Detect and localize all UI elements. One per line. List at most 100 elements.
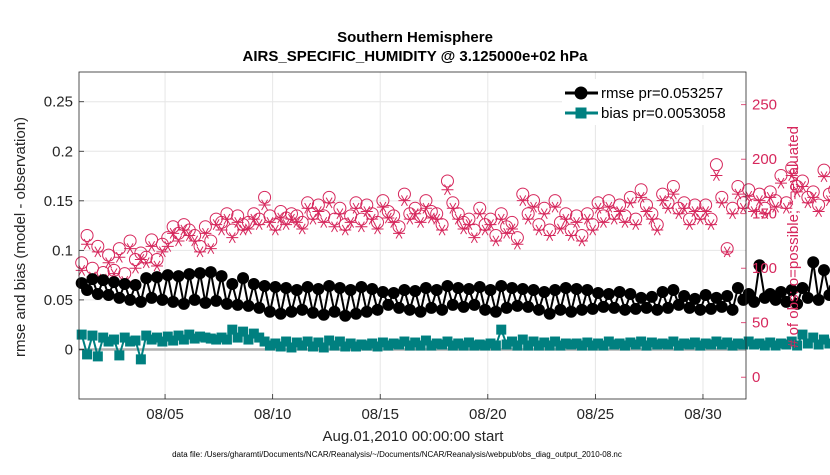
x-tick-label: 08/10 (254, 406, 292, 423)
y-tick-label-left: 0.2 (52, 143, 73, 160)
y-tick-label-right: 50 (752, 315, 769, 332)
rmse-point (544, 308, 556, 320)
rmse-point (727, 304, 739, 316)
rmse-point (280, 282, 292, 294)
bias-point (824, 339, 830, 349)
rmse-point (468, 299, 480, 311)
rmse-point (549, 284, 561, 296)
rmse-point (388, 287, 400, 299)
rmse-point (651, 304, 663, 316)
rmse-point (242, 300, 254, 312)
rmse-point (484, 284, 496, 296)
rmse-point (657, 286, 669, 298)
rmse-point (398, 284, 410, 296)
legend-rmse-marker (575, 87, 588, 100)
rmse-point (409, 285, 421, 297)
rmse-point (678, 290, 690, 302)
rmse-point (721, 290, 733, 302)
footnote: data file: /Users/gharamti/Documents/NCA… (172, 450, 622, 459)
legend-bias-marker (576, 108, 587, 119)
rmse-point (253, 302, 265, 314)
rmse-point (178, 298, 190, 310)
rmse-point (490, 306, 502, 318)
rmse-point (318, 309, 330, 321)
rmse-point (614, 286, 626, 298)
rmse-point (226, 278, 238, 290)
rmse-point (345, 284, 357, 296)
legend: rmse pr=0.053257 bias pr=0.0053058 (562, 79, 740, 125)
rmse-point (528, 284, 540, 296)
y-tick-label-left: 0 (65, 341, 73, 358)
rmse-point (275, 308, 287, 320)
bias-point (82, 349, 92, 359)
y-tick-label-left: 0.25 (44, 94, 73, 111)
rmse-point (210, 295, 222, 307)
rmse-point (146, 292, 158, 304)
rmse-point (302, 281, 314, 293)
rmse-point (479, 304, 491, 316)
y-tick-label-left: 0.05 (44, 292, 73, 309)
rmse-point (307, 307, 319, 319)
bias-point (222, 335, 232, 345)
rmse-point (355, 281, 367, 293)
rmse-point (216, 270, 228, 282)
rmse-point (667, 284, 679, 296)
legend-rmse-label: rmse pr=0.053257 (601, 85, 723, 102)
y-axis-label-left: rmse and bias (model - observation) (12, 117, 29, 357)
rmse-point (339, 310, 351, 322)
rmse-point (205, 266, 217, 278)
rmse-point (382, 299, 394, 311)
rmse-point (334, 282, 346, 294)
rmse-point (700, 289, 712, 301)
rmse-point (366, 283, 378, 295)
rmse-point (97, 274, 109, 286)
rmse-point (329, 306, 341, 318)
rmse-point (538, 286, 550, 298)
rmse-point (199, 297, 211, 309)
rmse-point (452, 282, 464, 294)
rmse-point (624, 288, 636, 300)
rmse-point (361, 306, 373, 318)
rmse-point (92, 288, 104, 300)
chart-title: Southern Hemisphere (337, 29, 493, 46)
legend-bias-label: bias pr=0.0053058 (601, 105, 726, 122)
rmse-point (592, 287, 604, 299)
rmse-point (587, 303, 599, 315)
rmse-point (237, 272, 249, 284)
rmse-point (296, 304, 308, 316)
rmse-point (511, 300, 523, 312)
y-axis-label-right: # of obs: o=possible; *=evaluated (785, 126, 802, 348)
y-tick-label-right: 100 (752, 260, 777, 277)
rmse-point (108, 276, 120, 288)
rmse-point (705, 303, 717, 315)
x-tick-label: 08/25 (577, 406, 615, 423)
bias-point (114, 350, 124, 360)
rmse-point (447, 299, 459, 311)
rmse-point (194, 267, 206, 279)
rmse-point (189, 294, 201, 306)
rmse-point (463, 283, 475, 295)
rmse-point (259, 280, 271, 292)
x-tick-label: 08/05 (146, 406, 184, 423)
rmse-point (732, 282, 744, 294)
rmse-point (554, 304, 566, 316)
rmse-point (533, 304, 545, 316)
bias-point (496, 325, 506, 335)
y-tick-label-right: 200 (752, 151, 777, 168)
y-tick-label-left: 0.15 (44, 193, 73, 210)
rmse-point (119, 278, 131, 290)
rmse-point (124, 294, 136, 306)
rmse-point (619, 304, 631, 316)
rmse-point (431, 284, 443, 296)
rmse-point (560, 282, 572, 294)
rmse-point (565, 306, 577, 318)
rmse-point (173, 270, 185, 282)
y-tick-label-left: 0.1 (52, 242, 73, 259)
y-tick-label-right: 250 (752, 97, 777, 114)
rmse-point (183, 268, 195, 280)
rmse-point (404, 304, 416, 316)
y-tick-label-right: 150 (752, 206, 777, 223)
rmse-point (522, 301, 534, 313)
rmse-point (630, 303, 642, 315)
x-tick-label: 08/20 (469, 406, 507, 423)
